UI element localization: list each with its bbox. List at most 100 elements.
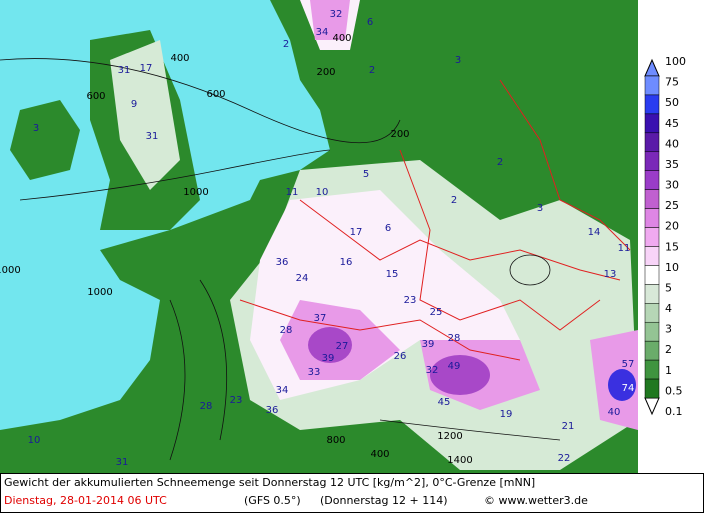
legend-swatch [644, 208, 660, 228]
snow-label: 25 [430, 307, 443, 318]
snow-label: 31 [118, 65, 131, 76]
contour-label: 1000 [0, 265, 21, 276]
footer-run: (Donnerstag 12 + 114) [320, 494, 448, 507]
legend-tick-label: 20 [665, 220, 679, 233]
snow-label: 2 [283, 39, 289, 50]
snow-label: 27 [336, 341, 349, 352]
snow-label: 6 [385, 223, 391, 234]
legend-swatch [644, 284, 660, 304]
legend-tick-label: 2 [665, 343, 672, 356]
contour-label: 800 [326, 435, 345, 446]
contour-label: 200 [316, 67, 335, 78]
snow-label: 9 [131, 99, 137, 110]
legend-tick-label: 100 [665, 55, 686, 68]
snow-label: 24 [296, 273, 309, 284]
legend-swatch [644, 170, 660, 190]
snow-label: 31 [116, 457, 129, 468]
snow-label: 40 [608, 407, 621, 418]
legend-tick-label: 10 [665, 261, 679, 274]
contour-label: 400 [370, 449, 389, 460]
snow-label: 2 [369, 65, 375, 76]
snow-label: 23 [404, 295, 417, 306]
legend-swatch [644, 340, 660, 361]
snow-label: 28 [280, 325, 293, 336]
snow-label: 11 [618, 243, 631, 254]
contour-label: 1400 [447, 455, 472, 466]
footer-date: Dienstag, 28-01-2014 06 UTC [4, 494, 167, 507]
legend-tick-label: 50 [665, 96, 679, 109]
contour-label: 400 [332, 33, 351, 44]
snow-label: 45 [438, 397, 451, 408]
snow-label: 3 [455, 55, 461, 66]
snow-label: 32 [426, 365, 439, 376]
snow-label: 19 [500, 409, 513, 420]
snow-label: 39 [322, 353, 335, 364]
legend-swatch [644, 189, 660, 209]
snow-label: 21 [562, 421, 575, 432]
footer-source: © www.wetter3.de [484, 494, 588, 507]
contour-label: 1200 [437, 431, 462, 442]
legend-swatch [644, 359, 660, 380]
legend-tick-label: 25 [665, 199, 679, 212]
snow-label: 28 [448, 333, 461, 344]
snow-label: 28 [200, 401, 213, 412]
snow-label: 2 [451, 195, 457, 206]
borders [239, 79, 631, 361]
footer-caption: Gewicht der akkumulierten Schneemenge se… [4, 476, 536, 489]
snow-blue [608, 369, 636, 401]
legend-swatch [644, 94, 660, 115]
snow-label: 39 [422, 339, 435, 350]
snow-label: 22 [558, 453, 571, 464]
legend-swatch [644, 227, 660, 247]
contour-label: 1000 [87, 287, 112, 298]
legend-tick-label: 0.1 [665, 405, 683, 418]
snow-label: 37 [314, 313, 327, 324]
snow-label: 17 [140, 63, 153, 74]
snow-label: 49 [448, 361, 461, 372]
legend-tick-label: 3 [665, 323, 672, 336]
legend-tick-label: 5 [665, 281, 672, 294]
legend-tick-label: 15 [665, 240, 679, 253]
snow-label: 33 [308, 367, 321, 378]
legend-tick-label: 45 [665, 117, 679, 130]
snow-label: 23 [230, 395, 243, 406]
snow-purple [308, 327, 490, 395]
legend-tick-label: 40 [665, 137, 679, 150]
snow-label: 16 [340, 257, 353, 268]
snow-label: 26 [394, 351, 407, 362]
snow-label: 14 [588, 227, 601, 238]
snow-label: 17 [350, 227, 363, 238]
snow-label: 34 [276, 385, 289, 396]
legend-swatch [644, 151, 660, 171]
snow-label: 15 [386, 269, 399, 280]
snow-label: 3 [537, 203, 543, 214]
contour-label: 600 [86, 91, 105, 102]
legend-swatch [644, 246, 660, 266]
snow-label: 36 [266, 405, 279, 416]
legend-tick-label: 35 [665, 158, 679, 171]
legend-swatch [644, 75, 660, 96]
snow-label: 5 [363, 169, 369, 180]
legend-tick-label: 0.5 [665, 384, 683, 397]
legend-swatch [644, 303, 660, 323]
snow-label: 31 [146, 131, 159, 142]
contour-label: 200 [390, 129, 409, 140]
snow-label: 74 [622, 383, 635, 394]
snow-label: 10 [28, 435, 41, 446]
contour-label: 1000 [183, 187, 208, 198]
contour-label: 400 [170, 53, 189, 64]
snow-label: 11 [286, 187, 299, 198]
snow-label: 10 [316, 187, 329, 198]
legend-swatch [644, 265, 660, 285]
snow-label: 34 [316, 27, 329, 38]
snow-label: 32 [330, 9, 343, 20]
legend-tick-label: 75 [665, 76, 679, 89]
legend-swatch [644, 132, 660, 153]
legend-swatch [644, 113, 660, 134]
snow-label: 13 [604, 269, 617, 280]
legend-tick-label: 30 [665, 179, 679, 192]
legend-swatch [644, 321, 660, 342]
footer-model: (GFS 0.5°) [244, 494, 301, 507]
